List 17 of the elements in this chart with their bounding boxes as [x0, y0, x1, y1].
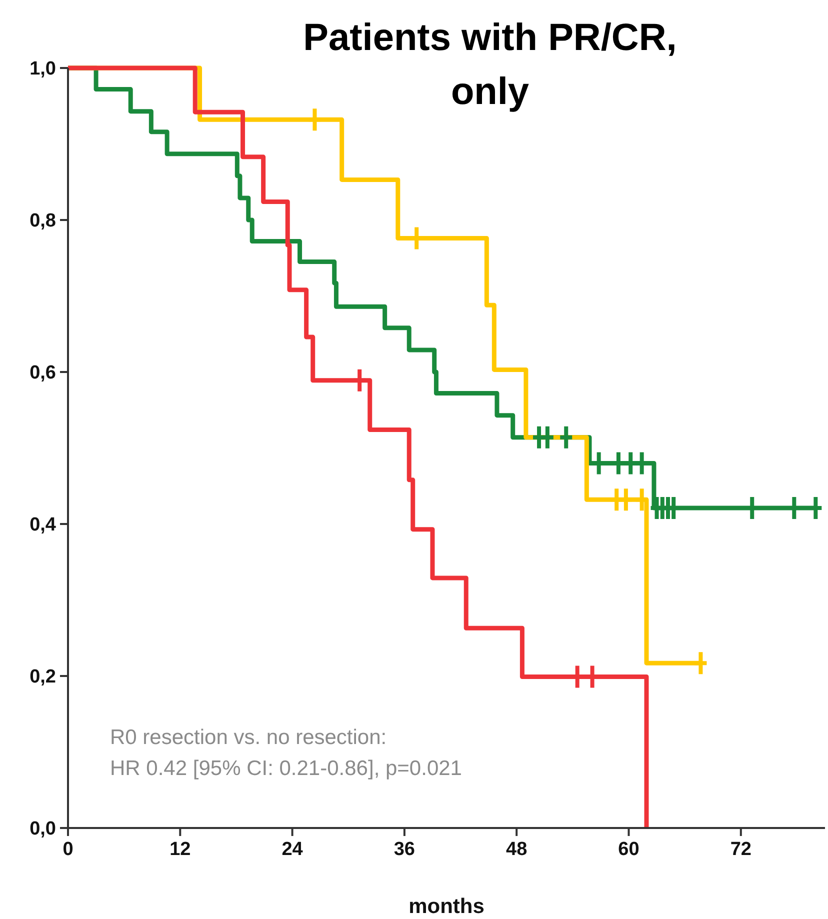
x-tick-label: 36	[394, 839, 416, 860]
x-tick-label: 12	[170, 839, 191, 860]
annotation: R0 resection vs. no resection:	[110, 726, 387, 749]
y-tick-label: 0,2	[30, 666, 56, 688]
x-tick-label: 48	[506, 839, 528, 860]
y-tick-label: 0,8	[30, 210, 56, 232]
y-tick-label: 1,0	[30, 58, 56, 80]
y-tick-label: 0,4	[30, 514, 56, 536]
x-tick-label: 0	[62, 839, 74, 860]
chart-title: Patients with PR/CR, only	[303, 17, 677, 113]
x-tick-label: 24	[282, 839, 304, 860]
x-tick-label: 72	[730, 839, 752, 860]
x-tick-label: 60	[618, 839, 640, 860]
y-tick-label: 0,0	[30, 818, 56, 840]
annotation: HR 0.42 [95% CI: 0.21-0.86], p=0.021	[110, 757, 462, 780]
y-tick-label: 0,6	[30, 362, 56, 384]
x-axis-title: months	[408, 895, 484, 918]
